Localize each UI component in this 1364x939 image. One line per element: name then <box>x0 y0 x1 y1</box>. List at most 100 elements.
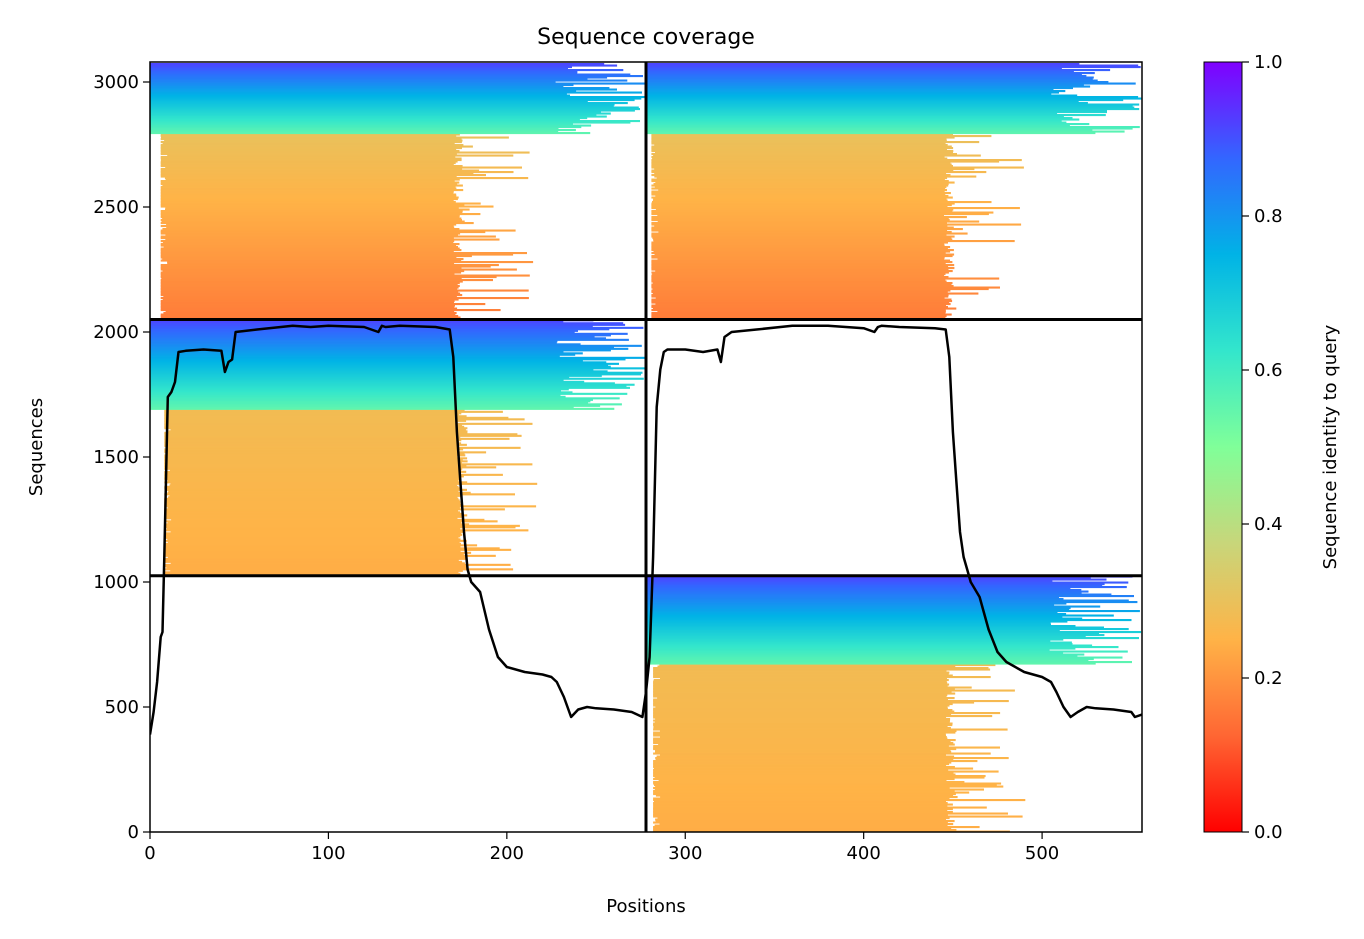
coverage-row <box>653 719 950 722</box>
coverage-row <box>167 446 521 449</box>
coverage-row <box>160 183 458 186</box>
coverage-row <box>653 240 1015 243</box>
coverage-row <box>653 680 947 683</box>
coverage-row <box>653 674 953 677</box>
coverage-row <box>150 114 597 117</box>
coverage-row <box>160 133 460 136</box>
coverage-row <box>651 160 1000 163</box>
coverage-row <box>653 679 949 682</box>
coverage-row <box>150 359 583 362</box>
coverage-row <box>160 244 457 247</box>
coverage-row <box>653 742 954 745</box>
coverage-row <box>653 701 975 704</box>
x-tick-label: 100 <box>311 843 345 864</box>
coverage-row <box>150 374 602 377</box>
coverage-row <box>653 154 981 157</box>
coverage-row <box>150 368 594 371</box>
coverage-row <box>651 222 947 225</box>
coverage-row <box>656 177 948 180</box>
coverage-row <box>651 192 951 195</box>
coverage-row <box>169 494 462 497</box>
coverage-row <box>162 228 460 231</box>
coverage-row <box>150 126 582 129</box>
coverage-row <box>170 569 463 572</box>
coverage-row <box>164 461 462 464</box>
coverage-row <box>150 100 588 103</box>
y-tick-label: 3000 <box>93 72 139 93</box>
coverage-row <box>160 315 459 318</box>
coverage-row <box>164 500 461 503</box>
coverage-row <box>150 109 635 112</box>
coverage-row <box>160 160 458 163</box>
coverage-row <box>646 121 1067 124</box>
coverage-row <box>646 108 1140 111</box>
coverage-row <box>160 145 473 148</box>
coverage-row <box>164 544 478 547</box>
coverage-row <box>646 650 1128 653</box>
coverage-row <box>167 506 460 509</box>
coverage-row <box>164 434 522 437</box>
coverage-row <box>164 505 537 508</box>
coverage-row <box>651 294 949 297</box>
coverage-row <box>653 709 953 712</box>
coverage-row <box>653 737 948 740</box>
coverage-row <box>653 710 955 713</box>
coverage-row <box>164 529 529 532</box>
colorbar-ticks: 0.0 0.2 0.4 0.6 0.8 1.0 <box>1242 52 1283 843</box>
coverage-row <box>651 276 949 279</box>
coverage-row <box>162 270 465 273</box>
coverage-row <box>654 172 947 175</box>
coverage-row <box>651 304 946 307</box>
coverage-row <box>160 204 465 207</box>
coverage-row <box>651 259 950 262</box>
coverage-row <box>653 707 948 710</box>
coverage-row <box>167 491 471 494</box>
coverage-row <box>164 565 468 568</box>
coverage-row <box>164 422 533 425</box>
coverage-row <box>651 133 953 136</box>
coverage-row <box>166 566 467 569</box>
coverage-row <box>150 87 610 90</box>
coverage-row <box>653 704 950 707</box>
coverage-row <box>653 806 987 809</box>
colorbar-tick-label: 0.2 <box>1254 668 1283 689</box>
coverage-row <box>653 673 949 676</box>
coverage-row <box>646 87 1073 90</box>
coverage-row <box>646 127 1133 130</box>
coverage-row <box>655 758 954 761</box>
coverage-row <box>653 764 947 767</box>
coverage-row <box>653 766 955 769</box>
coverage-row <box>646 84 1084 87</box>
coverage-row <box>653 715 993 718</box>
coverage-row <box>651 180 949 183</box>
coverage-row <box>166 223 457 226</box>
coverage-row <box>651 147 954 150</box>
coverage-row <box>164 502 461 505</box>
coverage-row <box>150 63 605 66</box>
coverage-row <box>646 625 1076 628</box>
coverage-row <box>169 484 457 487</box>
coverage-row <box>651 279 946 282</box>
coverage-row <box>164 466 497 469</box>
coverage-row <box>654 721 950 724</box>
coverage-row <box>165 207 459 210</box>
coverage-row <box>164 557 468 560</box>
coverage-row <box>646 601 1138 604</box>
coverage-row <box>646 88 1054 91</box>
coverage-row <box>160 279 493 282</box>
coverage-row <box>150 93 567 96</box>
coverage-row <box>165 515 464 518</box>
coverage-row <box>646 97 1142 100</box>
coverage-row <box>660 754 946 757</box>
coverage-row <box>164 436 461 439</box>
coverage-row <box>646 610 1140 613</box>
coverage-row <box>160 271 462 274</box>
coverage-row <box>651 202 955 205</box>
coverage-row <box>653 683 950 686</box>
coverage-row <box>651 268 949 271</box>
coverage-row <box>653 793 956 796</box>
coverage-row <box>163 246 458 249</box>
coverage-row <box>150 132 591 135</box>
coverage-row <box>164 548 512 551</box>
coverage-row <box>164 535 461 538</box>
